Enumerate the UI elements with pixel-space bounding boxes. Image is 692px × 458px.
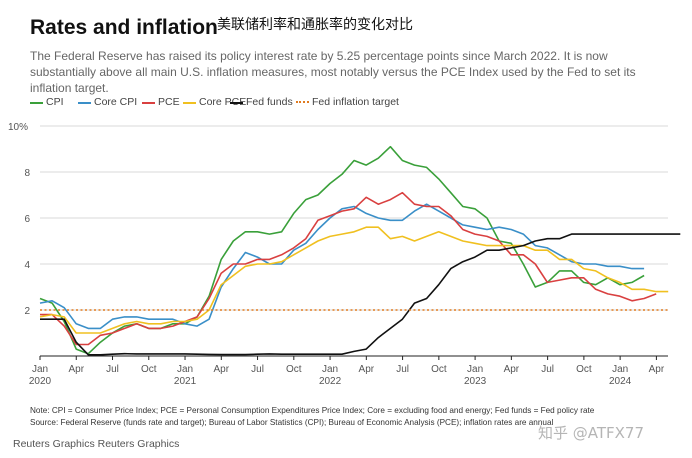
grid-layer [40, 125, 668, 311]
legend-label-pce: PCE [158, 96, 180, 108]
x-year-label: 2024 [609, 376, 632, 387]
y-tick-label: 6 [24, 214, 30, 225]
x-year-label: 2022 [319, 376, 342, 387]
footnote-source: Source: Federal Reserve (funds rate and … [30, 418, 554, 427]
x-tick-label: Apr [214, 364, 230, 375]
chart-subtitle: The Federal Reserve has raised its polic… [30, 49, 636, 95]
legend-label-core-cpi: Core CPI [94, 96, 138, 108]
x-tick-label: Oct [576, 364, 592, 375]
x-year-label: 2023 [464, 376, 487, 387]
legend-swatch-fed-target [296, 101, 309, 103]
x-tick-label: Jul [106, 364, 119, 375]
series-line-fed-funds [40, 233, 681, 356]
y-top-label: 10% [8, 122, 28, 133]
x-year-label: 2020 [29, 376, 52, 387]
chart-title: Rates and inflation [30, 16, 218, 39]
series-line-core-cpi [39, 203, 645, 330]
x-tick-label: Jul [541, 364, 554, 375]
x-year-label: 2021 [174, 376, 197, 387]
x-tick-label: Jul [251, 364, 264, 375]
x-tick-label: Apr [504, 364, 520, 375]
series-line-core-pce [39, 226, 669, 334]
x-tick-label: Jan [32, 364, 48, 375]
y-tick-label: 4 [24, 260, 30, 271]
legend-swatch-core-pce [183, 102, 196, 104]
y-tick-label: 8 [24, 168, 30, 179]
legend-swatch-core-cpi [78, 102, 91, 104]
legend-label-fed-funds: Fed funds [246, 96, 293, 108]
x-tick-label: Apr [649, 364, 665, 375]
x-tick-label: Jan [467, 364, 483, 375]
x-tick-label: Oct [286, 364, 302, 375]
watermark-text: 知乎 @ATFX77 [538, 424, 645, 442]
x-tick-label: Apr [68, 364, 84, 375]
series-line-pce [40, 191, 657, 346]
legend-swatch-pce [142, 102, 155, 104]
x-tick-label: Jan [177, 364, 193, 375]
x-tick-label: Jan [322, 364, 338, 375]
legend-label-core-pce: Core PCE [199, 96, 247, 108]
x-tick-label: Apr [359, 364, 375, 375]
x-tick-label: Oct [141, 364, 157, 375]
title-row: Rates and inflation 美联储利率和通胀率的变化对比 [30, 14, 680, 44]
y-tick-label: 2 [24, 306, 30, 317]
lines-layer [39, 145, 681, 356]
legend-swatch-fed-funds [230, 102, 243, 104]
credit-text: Reuters Graphics Reuters Graphics [13, 438, 180, 450]
x-tick-label: Oct [431, 364, 447, 375]
chinese-title: 美联储利率和通胀率的变化对比 [217, 17, 413, 33]
x-tick-label: Jan [612, 364, 628, 375]
legend-label-fed-target: Fed inflation target [312, 96, 399, 108]
legend-label-cpi: CPI [46, 96, 64, 108]
legend-swatch-cpi [30, 102, 43, 104]
footnote-note: Note: CPI = Consumer Price Index; PCE = … [30, 406, 595, 415]
x-tick-label: Jul [396, 364, 409, 375]
